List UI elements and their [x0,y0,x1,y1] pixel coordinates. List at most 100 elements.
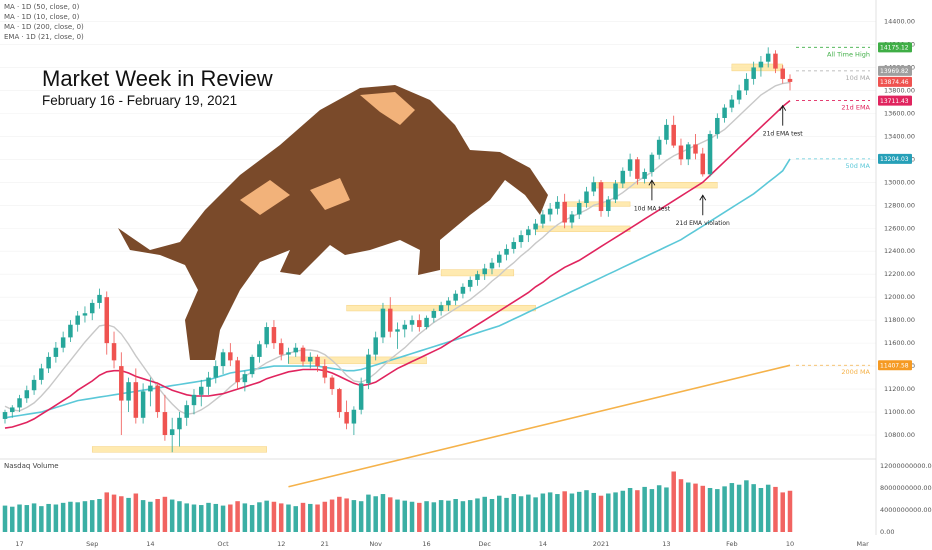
volume-bar [140,500,146,532]
candle-body [402,324,408,330]
volume-bar [162,496,168,532]
volume-bar [787,490,793,532]
candle-body [773,53,778,69]
ma200-line [288,364,791,488]
volume-bar [773,486,778,532]
candle-body [664,124,669,140]
volume-bar [322,501,328,532]
volume-bar [598,495,604,532]
candle-body [68,324,73,338]
volume-bar [220,505,226,532]
candle-body [562,201,567,223]
candle-body [293,347,298,353]
volume-bar [555,494,560,532]
candle-body [308,356,313,362]
volume-bar [337,496,342,532]
candle-body [576,202,582,215]
volume-bar [642,486,647,532]
candle-body [678,145,684,160]
candle-body [235,360,240,383]
x-tick-label: 2021 [593,540,610,548]
volume-bar [17,504,22,532]
reference-label: 200d MA [841,368,870,376]
price-box-label: 13874.46 [880,79,909,86]
x-tick-label: Feb [726,540,738,548]
volume-bar [446,500,451,532]
volume-bar [533,497,538,532]
volume-bar [431,502,437,532]
volume-bar [31,503,37,532]
legend-ma10: MA · 1D (10, close, 0) [4,13,80,21]
ma10-line [4,81,791,416]
volume-bar [780,492,785,532]
volume-bar [591,492,597,532]
candle-body [184,405,189,418]
legend-ema21: EMA · 1D (21, close, 0) [4,33,84,41]
candle-body [497,254,502,263]
volume-bar [736,484,742,532]
candle-body [373,337,378,355]
indicator-legend: MA · 1D (50, close, 0) MA · 1D (10, clos… [4,2,84,42]
candle-body [2,412,8,419]
volume-bar [562,491,567,532]
candle-body [511,242,517,249]
price-box-label: 13711.43 [880,98,909,105]
candle-body [722,107,727,118]
candle-body [613,183,618,200]
candle-body [620,170,626,184]
x-tick-label: 14 [539,540,547,548]
price-box [878,95,912,106]
candle-body [707,134,713,175]
x-tick-label: 21 [321,540,329,548]
y-tick-label: 13000.00 [884,178,915,186]
volume-bar [249,505,255,532]
volume-bar [395,499,400,532]
volume-bar [89,500,95,532]
right-labels: All Time High 10d MA 21d EMA 50d MA 200d MA [796,46,871,376]
candle-body [177,417,182,430]
candle-body [169,429,175,436]
bull-body [118,85,548,360]
volume-tick-label: 12000000000.00 [880,462,932,470]
candle-body [278,343,284,355]
volume-bar [257,502,262,532]
candle-body [591,182,597,192]
volume-bar [475,498,480,532]
volume-bar [489,499,495,532]
candle-body [315,356,320,367]
candle-body [53,347,59,357]
x-tick-label: Mar [857,540,870,548]
candle-body [417,320,422,328]
reference-label: 50d MA [845,162,870,170]
volume-bar [228,504,233,532]
candle-body [685,144,691,160]
volume-bar [351,500,357,532]
volume-bar [169,499,175,532]
candle-body [482,268,487,275]
volume-bar [111,494,117,532]
candle-body [424,317,429,328]
volume-tick-label: 0.00 [880,528,894,536]
volume-bar [198,505,204,532]
volume-bar [293,506,298,532]
volume-bar [460,501,466,532]
candle-body [249,356,255,375]
candle-body [489,262,495,269]
price-box [878,42,912,53]
annotation-arrowhead [699,194,707,201]
x-tick-label: Dec [478,540,491,548]
y-tick-label: 11800.00 [884,316,915,324]
volume-bar [271,501,277,532]
candle-body [671,124,676,146]
candle-body [97,294,102,303]
annotation-label: 21d EMA test [763,131,804,138]
volume-bar [620,490,626,532]
volume-bar [547,492,553,532]
candle-body [787,78,793,82]
price-box [878,76,912,87]
volume-bar [402,500,408,532]
volume-bar [424,501,429,532]
candle-body [191,394,197,406]
candle-body [148,385,153,392]
legend-ma200: MA · 1D (200, close, 0) [4,23,84,31]
